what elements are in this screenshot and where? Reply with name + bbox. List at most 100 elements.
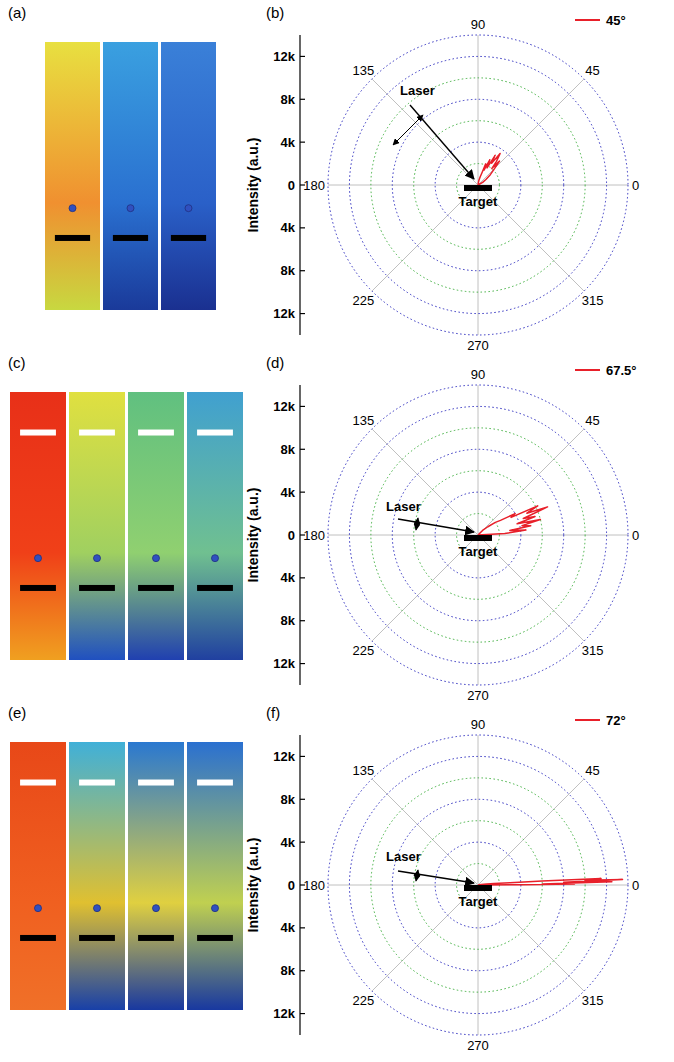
annotation: Laser xyxy=(386,849,421,864)
annotation: Target xyxy=(459,544,498,559)
scale-bar xyxy=(79,935,115,941)
angle-tick-label: 315 xyxy=(582,993,604,1008)
radial-tick xyxy=(300,56,305,57)
scale-bar xyxy=(197,585,233,591)
legend-label: 72° xyxy=(606,713,626,728)
angle-tick-label: 45 xyxy=(585,413,599,428)
panel-label: (d) xyxy=(266,354,284,371)
angle-tick-label: 225 xyxy=(353,643,375,658)
legend-swatch xyxy=(575,369,600,371)
grid-circle xyxy=(392,449,563,620)
polarization-arrow xyxy=(416,870,418,881)
angle-tick-label: 180 xyxy=(303,528,325,543)
radial-tick-label: 4k xyxy=(281,485,296,500)
polar-chart: 04k4k8k8k12k12kIntensity (a.u.)045901351… xyxy=(245,704,639,1053)
radial-tick-label: 0 xyxy=(288,528,295,543)
image-strip xyxy=(128,392,184,660)
spot xyxy=(94,905,101,912)
grid-circle xyxy=(349,406,606,663)
radial-tick-label: 4k xyxy=(281,220,296,235)
angular-grid-line xyxy=(478,79,584,185)
image-strip xyxy=(128,742,184,1010)
scale-bar xyxy=(20,935,56,941)
radial-tick xyxy=(300,620,305,621)
minor-grid-circle xyxy=(371,428,585,642)
radial-tick-label: 12k xyxy=(273,749,295,764)
panel-label: (f) xyxy=(266,704,280,721)
angle-tick-label: 0 xyxy=(632,528,639,543)
angle-tick-label: 315 xyxy=(582,643,604,658)
legend-swatch xyxy=(575,719,600,721)
scale-bar xyxy=(197,780,233,786)
radial-tick xyxy=(300,492,305,493)
scale-bar xyxy=(138,585,174,591)
legend-swatch xyxy=(575,19,600,21)
angular-grid-line xyxy=(478,735,479,885)
image-strip xyxy=(161,42,216,310)
scale-bar xyxy=(20,430,56,436)
angular-grid-line xyxy=(478,429,584,535)
angle-tick-label: 135 xyxy=(353,413,375,428)
grid xyxy=(328,35,628,335)
spot xyxy=(35,905,42,912)
scale-bar xyxy=(55,235,90,241)
axis-title: Intensity (a.u.) xyxy=(245,488,261,583)
radial-tick xyxy=(300,142,305,143)
angle-tick-label: 270 xyxy=(467,338,489,353)
scale-bar xyxy=(197,430,233,436)
angular-grid-line xyxy=(328,535,478,536)
angle-tick-label: 135 xyxy=(353,763,375,778)
data-group xyxy=(478,879,623,885)
radial-tick xyxy=(300,449,305,450)
outer-circle xyxy=(328,735,628,1035)
image-panel: (a) xyxy=(8,4,216,310)
radial-tick-label: 12k xyxy=(273,656,295,671)
laser-arrow xyxy=(398,519,474,532)
image-strip xyxy=(103,42,158,310)
scale-bar xyxy=(20,780,56,786)
angle-tick-label: 0 xyxy=(632,878,639,893)
radial-tick xyxy=(300,99,305,100)
axis-title: Intensity (a.u.) xyxy=(245,138,261,233)
angular-grid-line xyxy=(372,79,478,185)
minor-grid-circle xyxy=(371,78,585,292)
radial-tick-label: 8k xyxy=(281,613,296,628)
minor-grid-circle xyxy=(414,121,543,250)
target-bar xyxy=(464,885,492,891)
panel-label: (e) xyxy=(8,704,26,721)
spot xyxy=(153,555,160,562)
image-strip xyxy=(187,392,243,660)
image-panel: (c) xyxy=(8,354,243,660)
angular-grid-line xyxy=(372,429,478,535)
spot xyxy=(185,205,192,212)
radial-tick-label: 12k xyxy=(273,49,295,64)
grid-circle xyxy=(435,492,521,578)
grid xyxy=(328,735,628,1035)
annotation: Target xyxy=(459,194,498,209)
spot xyxy=(127,205,134,212)
radial-tick xyxy=(300,227,305,228)
spot xyxy=(94,555,101,562)
laser-arrow xyxy=(398,871,474,883)
grid-circle xyxy=(349,56,606,313)
image-strip xyxy=(69,392,125,660)
angle-tick-label: 225 xyxy=(353,993,375,1008)
radial-tick-label: 12k xyxy=(273,306,295,321)
radial-tick-label: 8k xyxy=(281,963,296,978)
polarization-arrow xyxy=(393,115,423,145)
radial-tick-label: 8k xyxy=(281,92,296,107)
panel-label: (c) xyxy=(8,354,26,371)
target-bar xyxy=(464,535,492,541)
radial-tick xyxy=(300,577,305,578)
scale-bar xyxy=(20,585,56,591)
angular-grid-line xyxy=(328,185,478,186)
radial-tick-label: 4k xyxy=(281,135,296,150)
angular-grid-line xyxy=(328,885,478,886)
spot xyxy=(212,555,219,562)
image-strip xyxy=(187,742,243,1010)
radial-tick-label: 8k xyxy=(281,442,296,457)
angle-tick-label: 90 xyxy=(471,367,485,382)
scale-bar xyxy=(113,235,148,241)
annotation: Laser xyxy=(400,83,435,98)
legend-label: 45° xyxy=(606,13,626,28)
